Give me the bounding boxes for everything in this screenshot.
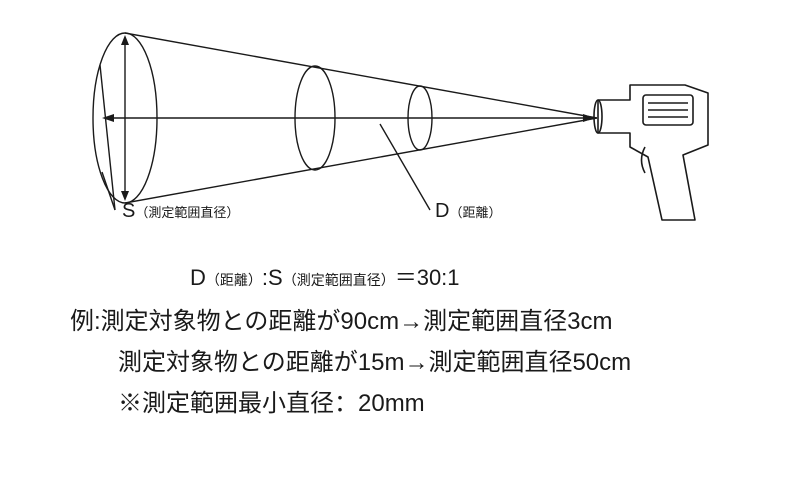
s-sub: （測定範囲直径） bbox=[135, 205, 239, 220]
d-main: D bbox=[435, 200, 449, 222]
ratio-d-sub: （距離） bbox=[206, 272, 262, 288]
ratio-line: D（距離）:S（測定範囲直径）＝30:1 bbox=[190, 260, 631, 292]
example-1: 例:測定対象物との距離が90cm→測定範囲直径3cm bbox=[70, 302, 631, 343]
s-label: S（測定範囲直径） bbox=[122, 200, 239, 223]
ratio-d: D bbox=[190, 265, 206, 290]
s-main: S bbox=[122, 200, 135, 222]
diagram-svg bbox=[0, 0, 800, 240]
example2-text: 測定対象物との距離が15m→測定範囲直径50cm bbox=[118, 349, 631, 376]
d-label: D（距離） bbox=[435, 200, 501, 223]
example1-text: 測定対象物との距離が90cm→測定範囲直径3cm bbox=[101, 308, 613, 335]
example-prefix: 例: bbox=[70, 308, 101, 335]
note-text: ※測定範囲最小直径：20mm bbox=[118, 390, 425, 417]
text-block: D（距離）:S（測定範囲直径）＝30:1 例:測定対象物との距離が90cm→測定… bbox=[70, 260, 631, 424]
ratio-eq: ＝30:1 bbox=[395, 265, 460, 290]
ratio-s: S bbox=[268, 265, 283, 290]
d-sub: （距離） bbox=[449, 205, 501, 220]
ratio-s-sub: （測定範囲直径） bbox=[283, 272, 395, 288]
example-2: 測定対象物との距離が15m→測定範囲直径50cm bbox=[118, 343, 631, 384]
note-line: ※測定範囲最小直径：20mm bbox=[118, 384, 631, 425]
diagram-area: S（測定範囲直径） D（距離） bbox=[0, 0, 800, 240]
